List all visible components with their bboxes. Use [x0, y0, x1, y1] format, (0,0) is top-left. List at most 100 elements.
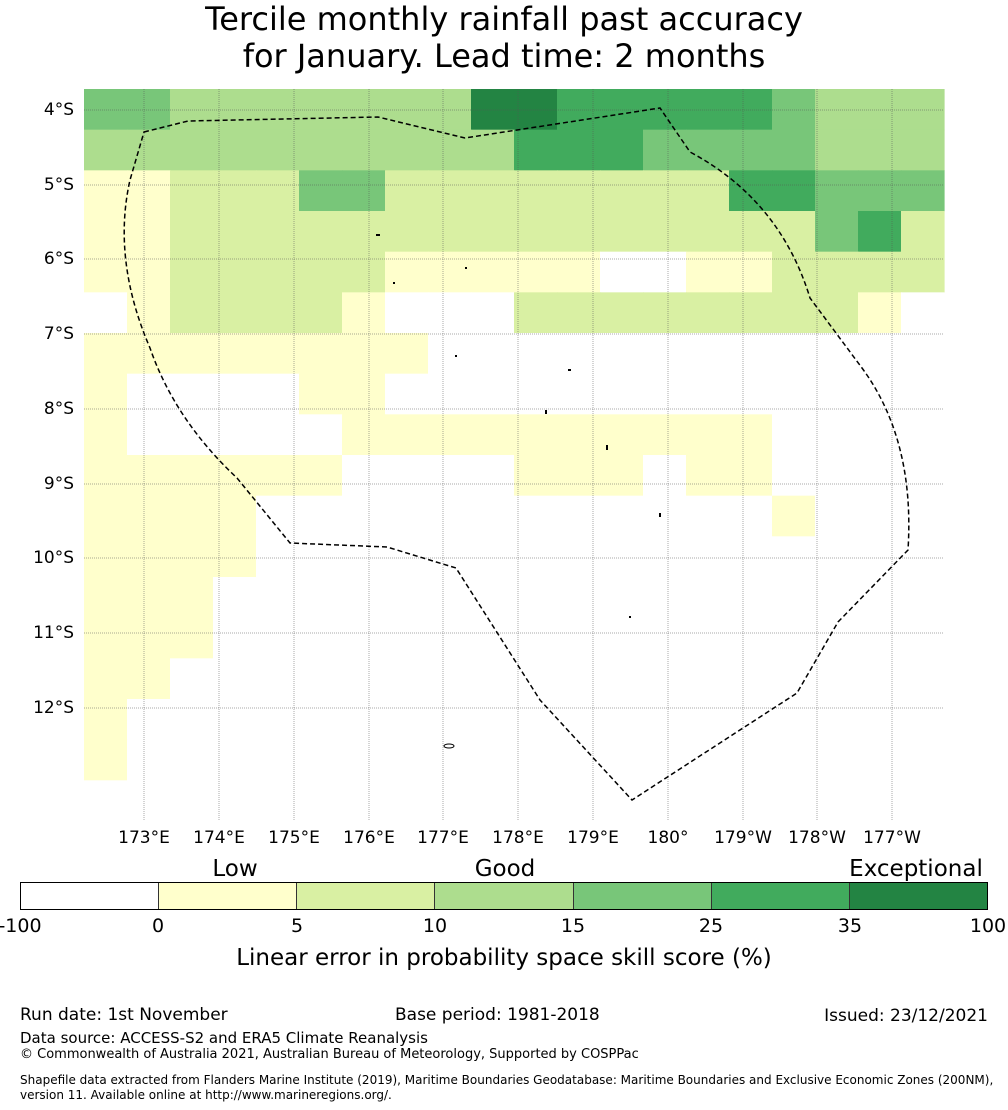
- grid-cell: [256, 658, 300, 700]
- grid-cell: [557, 617, 601, 659]
- grid-cell: [815, 495, 859, 537]
- grid-cell: [342, 211, 386, 253]
- grid-cell: [514, 251, 558, 293]
- grid-cell: [471, 699, 515, 741]
- grid-cell: [170, 211, 214, 253]
- grid-cell: [84, 414, 128, 456]
- grid-cell: [84, 211, 128, 253]
- grid-cell: [901, 617, 945, 659]
- lat-label-11s: 11°S: [33, 623, 74, 643]
- grid-cell: [170, 373, 214, 415]
- grid-cell: [729, 536, 773, 578]
- grid-cell: [84, 617, 128, 659]
- colorbar-tick: 35: [837, 915, 863, 937]
- grid-cell: [772, 739, 816, 781]
- grid-cell: [342, 170, 386, 212]
- grid-cell: [84, 373, 128, 415]
- island: [629, 616, 631, 618]
- grid-cell: [858, 577, 902, 619]
- grid-cell: [170, 292, 214, 334]
- grid-cell: [299, 129, 343, 171]
- island: [455, 355, 457, 357]
- island: [465, 267, 467, 269]
- lat-label-10s: 10°S: [33, 548, 74, 568]
- grid-cell: [127, 251, 171, 293]
- lat-label-7s: 7°S: [43, 324, 74, 344]
- lat-label-6s: 6°S: [43, 249, 74, 269]
- grid-cell: [643, 292, 687, 334]
- chart-title-line-1: Tercile monthly rainfall past accuracy: [205, 0, 803, 38]
- grid-cell: [213, 251, 257, 293]
- issued-date: Issued: 23/12/2021: [824, 1006, 988, 1026]
- grid-cell: [557, 658, 601, 700]
- grid-cell: [815, 251, 859, 293]
- grid-cell: [643, 495, 687, 537]
- grid-cell: [729, 170, 773, 212]
- grid-cell: [170, 699, 214, 741]
- grid-cell: [127, 536, 171, 578]
- grid-cell: [772, 373, 816, 415]
- grid-cell: [729, 495, 773, 537]
- grid-cell: [84, 536, 128, 578]
- grid-cell: [428, 455, 472, 497]
- grid-cell: [385, 495, 429, 537]
- grid-cell: [170, 495, 214, 537]
- grid-cell: [600, 292, 644, 334]
- grid-cell: [858, 617, 902, 659]
- grid-cell: [729, 617, 773, 659]
- grid-cell: [557, 211, 601, 253]
- grid-cell: [901, 211, 945, 253]
- grid-cell: [471, 617, 515, 659]
- grid-cell: [342, 414, 386, 456]
- grid-cell: [256, 455, 300, 497]
- grid-cell: [84, 251, 128, 293]
- grid-cell: [385, 699, 429, 741]
- grid-cell: [600, 780, 644, 822]
- grid-cell: [213, 333, 257, 375]
- grid-cell: [428, 495, 472, 537]
- lon-label-173e: 173°E: [118, 828, 170, 848]
- colorbar-tick: 5: [290, 915, 304, 937]
- lat-label-12s: 12°S: [33, 698, 74, 718]
- run-date: Run date: 1st November: [20, 1005, 228, 1025]
- grid-cell: [901, 129, 945, 171]
- grid-cell: [256, 292, 300, 334]
- grid-cell: [428, 739, 472, 781]
- grid-cell: [256, 89, 300, 131]
- grid-cell: [84, 333, 128, 375]
- grid-cell: [901, 536, 945, 578]
- lon-label-178e: 178°E: [492, 828, 544, 848]
- grid-cell: [342, 89, 386, 131]
- grid-cell: [858, 536, 902, 578]
- grid-cell: [299, 536, 343, 578]
- grid-cell: [600, 495, 644, 537]
- colorbar-segment: [21, 883, 160, 909]
- graticule: [84, 89, 944, 821]
- grid-cell: [213, 292, 257, 334]
- grid-cells: [84, 89, 945, 822]
- grid-cell: [643, 617, 687, 659]
- grid-cell: [428, 373, 472, 415]
- grid-cell: [858, 414, 902, 456]
- grid-cell: [643, 780, 687, 822]
- grid-cell: [858, 373, 902, 415]
- grid-cell: [127, 617, 171, 659]
- grid-cell: [471, 455, 515, 497]
- grid-cell: [686, 170, 730, 212]
- grid-cell: [256, 414, 300, 456]
- grid-cell: [170, 170, 214, 212]
- grid-cell: [557, 495, 601, 537]
- grid-cell: [213, 211, 257, 253]
- grid-cell: [127, 577, 171, 619]
- grid-cell: [84, 739, 128, 781]
- grid-cell: [385, 455, 429, 497]
- grid-cell: [815, 780, 859, 822]
- grid-cell: [772, 658, 816, 700]
- grid-cell: [600, 658, 644, 700]
- grid-cell: [299, 617, 343, 659]
- grid-cell: [299, 333, 343, 375]
- grid-cell: [772, 129, 816, 171]
- grid-cell: [815, 89, 859, 131]
- grid-cell: [127, 292, 171, 334]
- grid-cell: [772, 251, 816, 293]
